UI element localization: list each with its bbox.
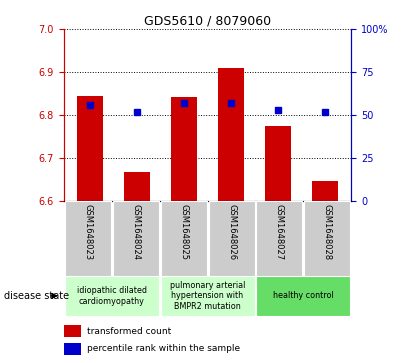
Text: GSM1648025: GSM1648025 [179, 204, 188, 260]
Bar [124, 172, 150, 201]
Bar [218, 68, 244, 201]
Bar [64, 343, 81, 355]
FancyBboxPatch shape [256, 201, 302, 276]
Bar [171, 97, 197, 201]
FancyBboxPatch shape [161, 276, 254, 316]
Bar [77, 96, 103, 201]
FancyBboxPatch shape [65, 201, 111, 276]
Bar [64, 325, 81, 338]
Text: GSM1648026: GSM1648026 [227, 204, 236, 261]
Text: percentile rank within the sample: percentile rank within the sample [87, 344, 240, 354]
Text: GSM1648027: GSM1648027 [275, 204, 284, 261]
Text: healthy control: healthy control [273, 291, 334, 300]
FancyBboxPatch shape [65, 276, 159, 316]
FancyBboxPatch shape [256, 276, 351, 316]
Text: pulmonary arterial
hypertension with
BMPR2 mutation: pulmonary arterial hypertension with BMP… [170, 281, 245, 311]
Text: idiopathic dilated
cardiomyopathy: idiopathic dilated cardiomyopathy [77, 286, 147, 306]
FancyBboxPatch shape [113, 201, 159, 276]
Text: GSM1648023: GSM1648023 [83, 204, 92, 261]
FancyBboxPatch shape [305, 201, 351, 276]
Text: transformed count: transformed count [87, 327, 171, 335]
Text: GSM1648028: GSM1648028 [323, 204, 332, 261]
Text: GSM1648024: GSM1648024 [131, 204, 140, 260]
Bar [265, 126, 291, 201]
Bar [312, 181, 338, 201]
Text: disease state: disease state [4, 291, 69, 301]
FancyBboxPatch shape [208, 201, 254, 276]
FancyBboxPatch shape [161, 201, 207, 276]
Title: GDS5610 / 8079060: GDS5610 / 8079060 [144, 15, 271, 28]
